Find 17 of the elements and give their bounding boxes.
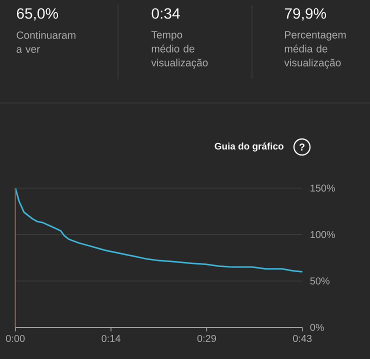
text: ? [299,144,304,150]
text: Tempo médio de visualização [151,31,208,69]
x-tick-label: 0:14 [102,334,120,342]
x-tick-label: 0:43 [293,334,312,342]
text: Guia do gráfico [214,142,284,152]
text: 65,0% [16,8,58,21]
text: 0:34 [152,8,180,19]
text: Percentagem média de visualização [284,31,346,69]
y-tick-label: 100% [310,231,336,238]
x-tick-label: 0:29 [197,334,216,342]
text: 79,9% [284,8,326,21]
y-tick-label: 150% [310,184,336,192]
text: Continuaram a ver [16,31,76,53]
y-tick-label: 50% [310,277,330,285]
x-tick-label: 0:00 [6,334,25,342]
y-tick-label: 0% [310,324,324,331]
line-series [14,187,304,272]
